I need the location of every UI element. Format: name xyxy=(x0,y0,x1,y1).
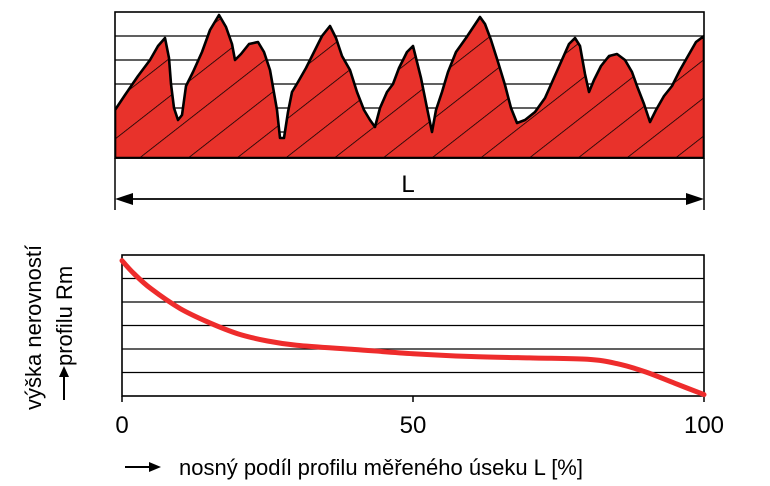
surface-profile-diagram: L xyxy=(114,11,705,210)
dimension-arrow-right-icon xyxy=(686,193,704,205)
bearing-curve-series xyxy=(119,258,707,398)
x-tick-label: 100 xyxy=(684,412,724,439)
dimension-arrow-left-icon xyxy=(115,193,133,205)
x-tick-label: 50 xyxy=(400,412,427,439)
x-axis-label-text: nosný podíl profilu měřeného úseku L [%] xyxy=(179,455,583,480)
x-axis-ticks: 0 50 100 xyxy=(115,396,724,439)
y-axis-label-line2: profilu Rm xyxy=(52,266,77,366)
x-tick-label: 0 xyxy=(115,412,128,439)
y-axis-arrow-icon xyxy=(59,366,69,377)
length-label: L xyxy=(401,171,414,198)
y-axis-label-line1: výška nerovností xyxy=(21,245,46,410)
bearing-ratio-chart: 0 50 100 výška nerovností profilu Rm nosný… xyxy=(21,245,724,480)
x-axis-label: nosný podíl profilu měřeného úseku L [%] xyxy=(125,455,583,480)
x-axis-arrow-icon xyxy=(149,462,161,472)
chart-grid xyxy=(122,277,704,374)
y-axis-label: výška nerovností profilu Rm xyxy=(21,245,77,410)
surface-profile xyxy=(115,13,704,158)
